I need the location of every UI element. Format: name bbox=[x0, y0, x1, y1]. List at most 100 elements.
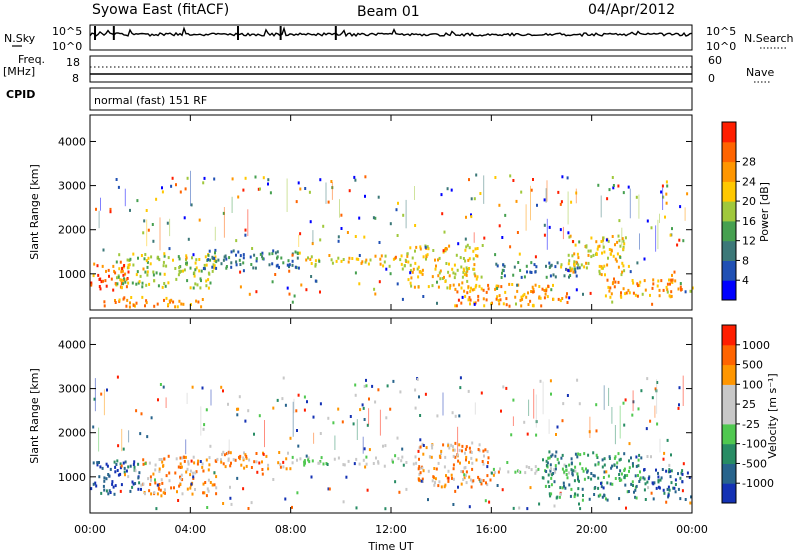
data-cell bbox=[650, 491, 653, 495]
data-cell bbox=[310, 275, 313, 278]
data-cell bbox=[148, 461, 151, 465]
data-cell bbox=[425, 257, 427, 261]
data-cell bbox=[296, 491, 299, 495]
data-cell bbox=[220, 385, 223, 389]
data-cell bbox=[116, 375, 119, 379]
data-cell bbox=[464, 474, 467, 478]
data-cell bbox=[690, 495, 692, 499]
data-cell bbox=[597, 245, 600, 249]
data-cell bbox=[179, 270, 181, 274]
data-cell bbox=[160, 458, 163, 461]
data-cell bbox=[314, 259, 317, 263]
data-streak bbox=[546, 180, 548, 202]
data-cell bbox=[458, 283, 461, 287]
data-cell bbox=[538, 295, 541, 299]
data-cell bbox=[467, 258, 470, 262]
data-cell bbox=[308, 460, 311, 464]
data-cell bbox=[434, 477, 437, 481]
data-cell bbox=[504, 213, 507, 217]
data-cell bbox=[243, 466, 246, 470]
data-cell bbox=[666, 282, 669, 286]
data-cell bbox=[115, 178, 118, 181]
data-cell bbox=[464, 237, 467, 241]
data-cell bbox=[178, 484, 181, 488]
data-cell bbox=[296, 458, 298, 462]
data-cell bbox=[297, 266, 300, 270]
data-cell bbox=[255, 290, 258, 294]
data-cell bbox=[597, 462, 600, 466]
data-cell bbox=[171, 176, 174, 180]
data-cell bbox=[359, 408, 362, 412]
data-cell bbox=[603, 470, 606, 474]
data-cell bbox=[96, 463, 99, 467]
data-cell bbox=[242, 458, 245, 462]
data-cell bbox=[625, 291, 628, 295]
data-streak bbox=[379, 409, 381, 436]
data-cell bbox=[147, 228, 150, 232]
data-cell bbox=[307, 256, 309, 260]
data-cell bbox=[284, 403, 287, 407]
data-cell bbox=[440, 193, 443, 197]
data-cell bbox=[291, 455, 294, 459]
data-cell bbox=[585, 266, 588, 270]
data-cell bbox=[535, 265, 538, 269]
data-cell bbox=[568, 296, 571, 300]
data-cell bbox=[666, 184, 669, 188]
data-cell bbox=[163, 282, 166, 285]
data-cell bbox=[280, 256, 283, 260]
data-cell bbox=[670, 294, 673, 298]
data-cell bbox=[143, 219, 146, 223]
y-tick-label: 1000 bbox=[58, 268, 86, 281]
data-streak bbox=[602, 237, 604, 250]
data-cell bbox=[657, 471, 659, 475]
data-cell bbox=[121, 279, 124, 283]
data-cell bbox=[366, 488, 369, 492]
data-streak bbox=[228, 439, 230, 454]
freq-panel-frame bbox=[89, 55, 693, 83]
x-tick-label: 00:00 bbox=[676, 523, 708, 536]
data-cell bbox=[560, 200, 563, 204]
data-cell bbox=[439, 277, 442, 281]
data-cell bbox=[498, 203, 501, 207]
data-cell bbox=[494, 287, 497, 291]
data-cell bbox=[539, 296, 542, 300]
data-cell bbox=[660, 190, 663, 194]
data-cell bbox=[345, 475, 348, 479]
data-cell bbox=[560, 263, 563, 267]
data-cell bbox=[374, 292, 377, 296]
data-cell bbox=[354, 271, 357, 275]
data-cell bbox=[278, 265, 280, 269]
data-cell bbox=[291, 300, 294, 304]
data-streak bbox=[632, 390, 634, 412]
data-cell bbox=[538, 502, 541, 506]
data-cell bbox=[244, 453, 247, 457]
data-cell bbox=[424, 245, 427, 249]
data-cell bbox=[110, 277, 113, 281]
colorbar-segment bbox=[722, 443, 736, 464]
data-cell bbox=[604, 294, 607, 298]
data-cell bbox=[667, 470, 670, 474]
data-cell bbox=[470, 286, 472, 290]
data-cell bbox=[597, 476, 600, 480]
colorbar-tick-label: 100 bbox=[742, 378, 763, 391]
data-cell bbox=[445, 247, 447, 250]
data-cell bbox=[546, 295, 549, 299]
data-cell bbox=[463, 289, 466, 293]
data-cell bbox=[532, 290, 534, 294]
data-cell bbox=[566, 476, 569, 480]
data-cell bbox=[172, 300, 175, 304]
data-cell bbox=[165, 264, 168, 268]
data-cell bbox=[605, 470, 608, 474]
data-cell bbox=[471, 288, 474, 292]
data-cell bbox=[337, 456, 340, 460]
data-cell bbox=[230, 502, 233, 506]
colorbar-tick-label: -1000 bbox=[742, 477, 774, 490]
data-cell bbox=[223, 453, 226, 457]
data-cell bbox=[352, 422, 355, 426]
data-cell bbox=[444, 455, 447, 459]
data-cell bbox=[245, 455, 248, 458]
data-cell bbox=[440, 452, 442, 456]
cpid-label: CPID bbox=[6, 88, 35, 101]
data-cell bbox=[135, 301, 138, 305]
data-cell bbox=[358, 282, 361, 286]
